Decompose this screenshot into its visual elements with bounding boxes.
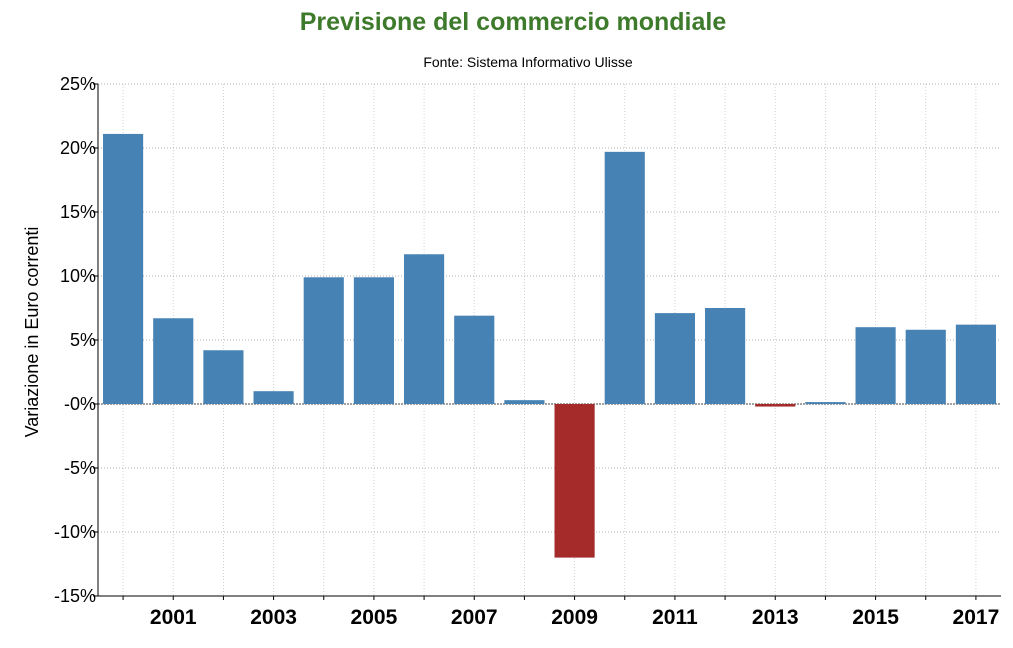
axes: [93, 83, 1001, 600]
bar-2004: [303, 277, 344, 404]
y-tick-label: 5%: [70, 330, 96, 350]
bar-2012: [705, 308, 746, 404]
x-tick-label: 2011: [652, 606, 698, 629]
x-tick-label: 2007: [451, 606, 498, 629]
y-tick-label: 15%: [60, 202, 96, 222]
x-tick-label: 2003: [250, 606, 297, 629]
y-tick-label: 20%: [60, 138, 96, 158]
y-axis-label: Variazione in Euro correnti: [22, 227, 42, 438]
bar-2017: [955, 324, 996, 404]
x-tick-label: 2017: [953, 606, 1000, 629]
bar-2008: [504, 400, 545, 404]
y-tick-labels: 25% 20% 15% 10% 5% -0% -5% -10% -15%: [54, 74, 96, 606]
bar-2014: [805, 402, 846, 404]
y-tick-label: 25%: [60, 74, 96, 94]
y-tick-label: -10%: [54, 522, 96, 542]
bars: [103, 133, 996, 558]
bar-2013: [755, 404, 796, 407]
x-tick-labels: 2001 2003 2005 2007 2009 2011 2013 2015 2017: [150, 606, 999, 629]
bar-2000: [103, 133, 144, 405]
chart-subtitle: Fonte: Sistema Informativo Ulisse: [423, 54, 633, 70]
bar-2011: [654, 313, 695, 404]
bar-2001: [153, 318, 194, 404]
x-tick-label: 2015: [852, 606, 899, 629]
bar-2005: [353, 277, 394, 404]
y-tick-label: -5%: [64, 458, 96, 478]
bar-2009: [554, 404, 595, 558]
x-tick-label: 2005: [351, 606, 398, 629]
bar-2002: [203, 350, 244, 404]
bar-2003: [253, 391, 294, 404]
bar-2007: [454, 315, 495, 404]
x-tick-label: 2001: [150, 606, 197, 629]
x-tick-label: 2009: [551, 606, 598, 629]
bar-2010: [604, 151, 645, 404]
y-tick-label: -15%: [54, 586, 96, 606]
chart-title: Previsione del commercio mondiale: [300, 8, 727, 36]
bar-2016: [905, 329, 946, 404]
x-tick-label: 2013: [752, 606, 799, 629]
bar-2006: [404, 254, 445, 404]
bar-2015: [855, 327, 896, 404]
y-tick-label: 10%: [60, 266, 96, 286]
y-tick-label: -0%: [64, 394, 96, 414]
